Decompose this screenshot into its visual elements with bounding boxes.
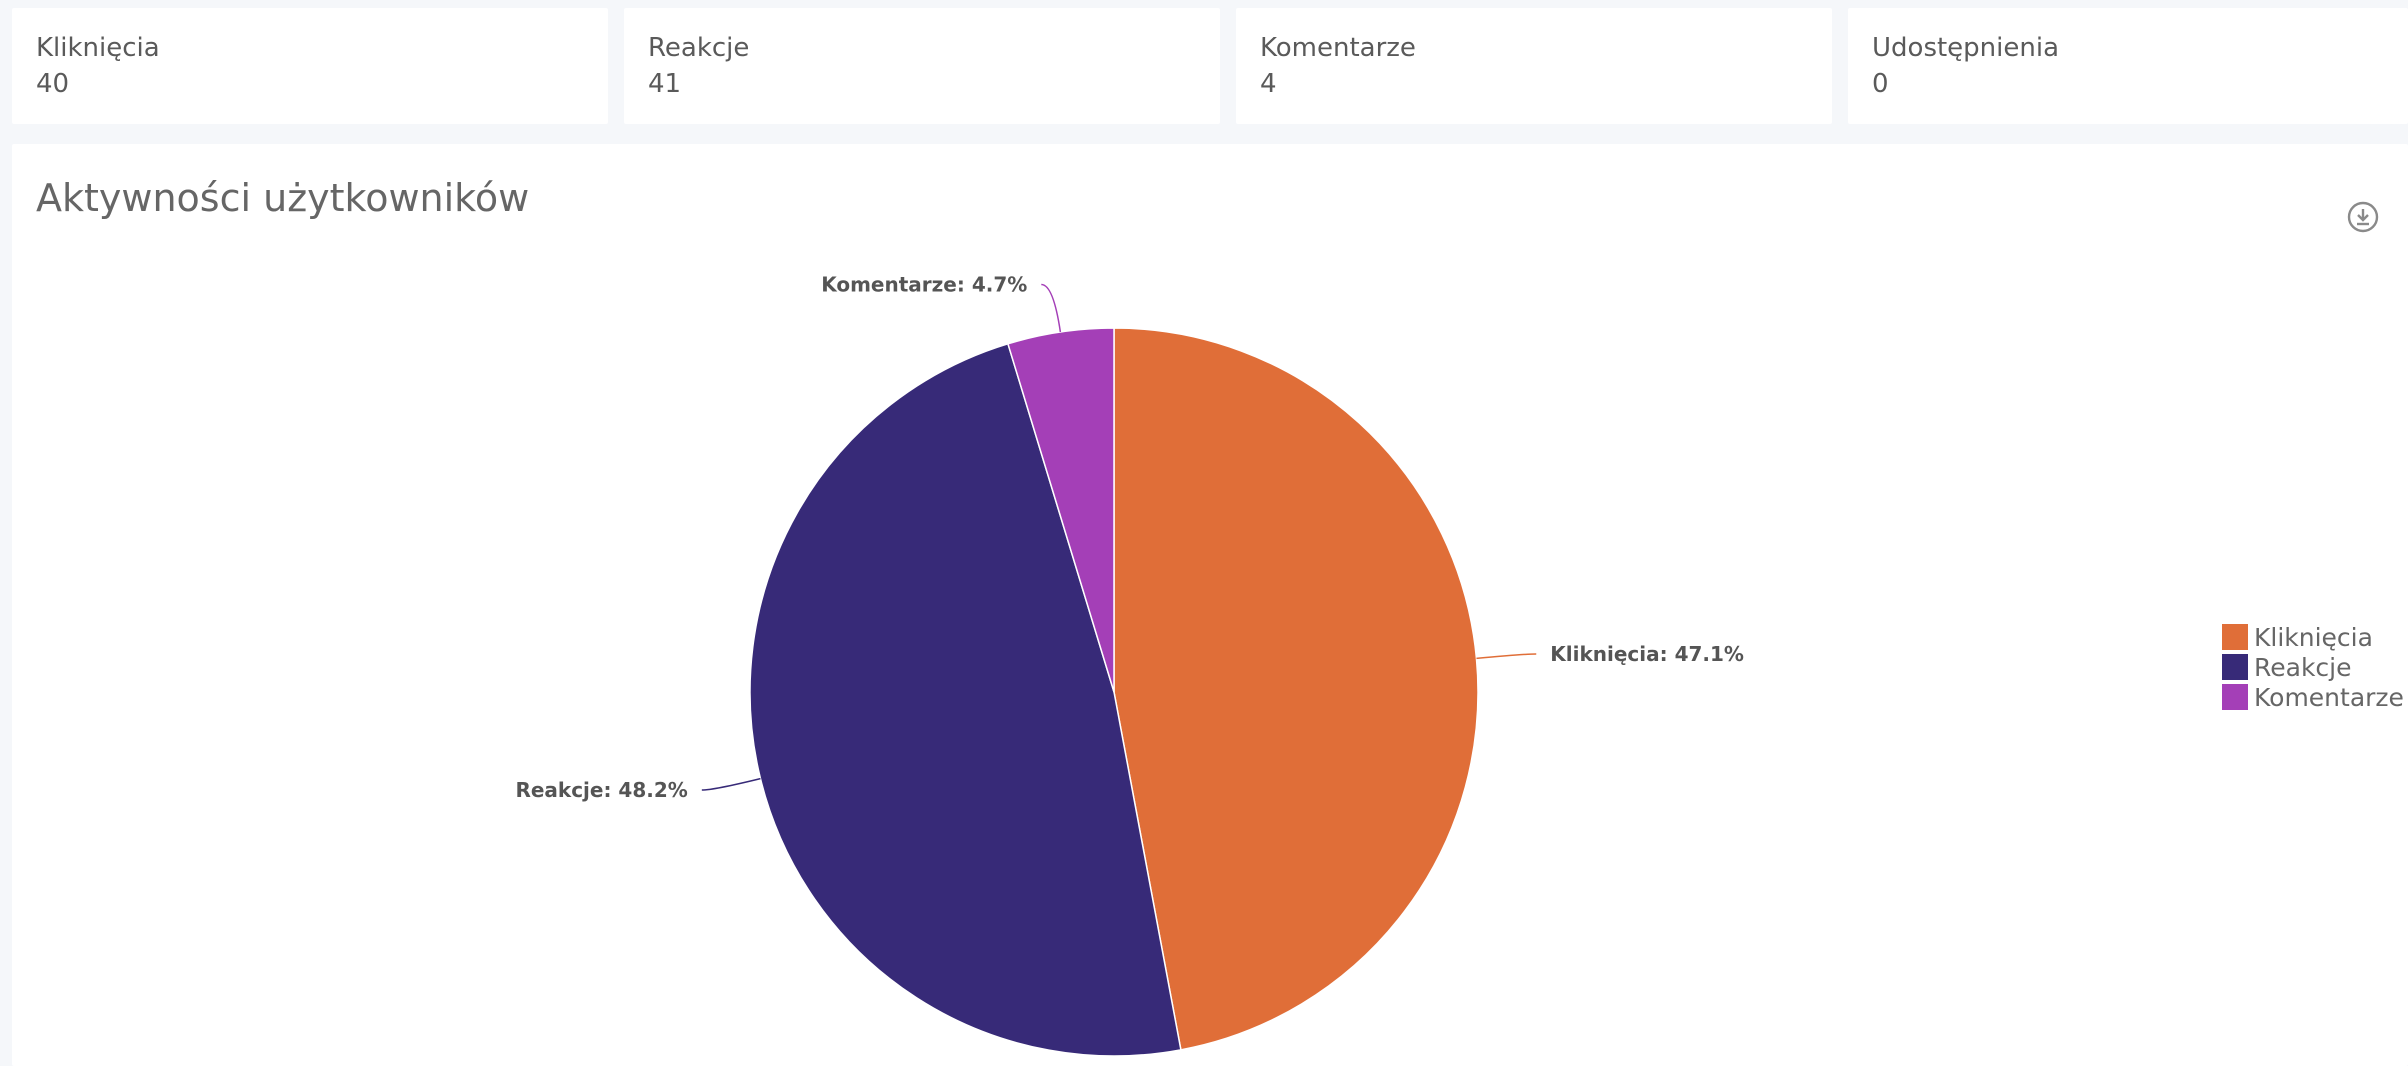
legend: Kliknięcia Reakcje Komentarze	[2222, 622, 2404, 712]
pie-chart: Kliknięcia: 47.1% Reakcje: 48.2% Komentarz…	[515, 272, 1744, 1057]
download-button[interactable]	[2346, 200, 2380, 234]
pie-slice-clicks[interactable]	[1113, 327, 1479, 1051]
legend-swatch	[2222, 654, 2248, 680]
legend-label: Reakcje	[2254, 652, 2352, 682]
leader-line-clicks	[1476, 653, 1537, 660]
stat-value: 40	[36, 69, 70, 99]
pie-slice-reactions[interactable]	[749, 342, 1182, 1057]
stat-label: Komentarze	[1260, 33, 1416, 63]
stat-card-clicks: Kliknięcia 40	[12, 8, 608, 124]
leader-line-comments	[1041, 283, 1062, 333]
stat-label: Reakcje	[648, 33, 750, 63]
chart-card: Aktywności użytkowników Kliknięcia: 47.1…	[12, 144, 2408, 1066]
stat-value: 0	[1872, 69, 1889, 99]
stat-value: 4	[1260, 69, 1277, 99]
legend-swatch	[2222, 624, 2248, 650]
legend-item-comments[interactable]: Komentarze	[2222, 682, 2404, 712]
stats-row: Kliknięcia 40 Reakcje 41 Komentarze 4 Ud…	[12, 8, 2408, 124]
stat-card-comments: Komentarze 4	[1236, 8, 1832, 124]
legend-label: Kliknięcia	[2254, 622, 2373, 652]
data-label-comments: Komentarze: 4.7%	[821, 272, 1027, 296]
legend-item-clicks[interactable]: Kliknięcia	[2222, 622, 2404, 652]
stat-label: Kliknięcia	[36, 33, 160, 63]
data-label-reactions: Reakcje: 48.2%	[515, 778, 687, 802]
stat-label: Udostępnienia	[1872, 33, 2060, 63]
stat-value: 41	[648, 69, 682, 99]
legend-item-reactions[interactable]: Reakcje	[2222, 652, 2404, 682]
legend-swatch	[2222, 684, 2248, 710]
stat-card-reactions: Reakcje 41	[624, 8, 1220, 124]
data-label-clicks: Kliknięcia: 47.1%	[1550, 642, 1744, 666]
leader-line-reactions	[701, 777, 761, 791]
legend-label: Komentarze	[2254, 682, 2404, 712]
pie-slice-comments[interactable]	[1006, 327, 1115, 693]
stat-card-shares: Udostępnienia 0	[1848, 8, 2408, 124]
chart-title: Aktywności użytkowników	[36, 176, 530, 220]
download-icon	[2347, 201, 2379, 233]
